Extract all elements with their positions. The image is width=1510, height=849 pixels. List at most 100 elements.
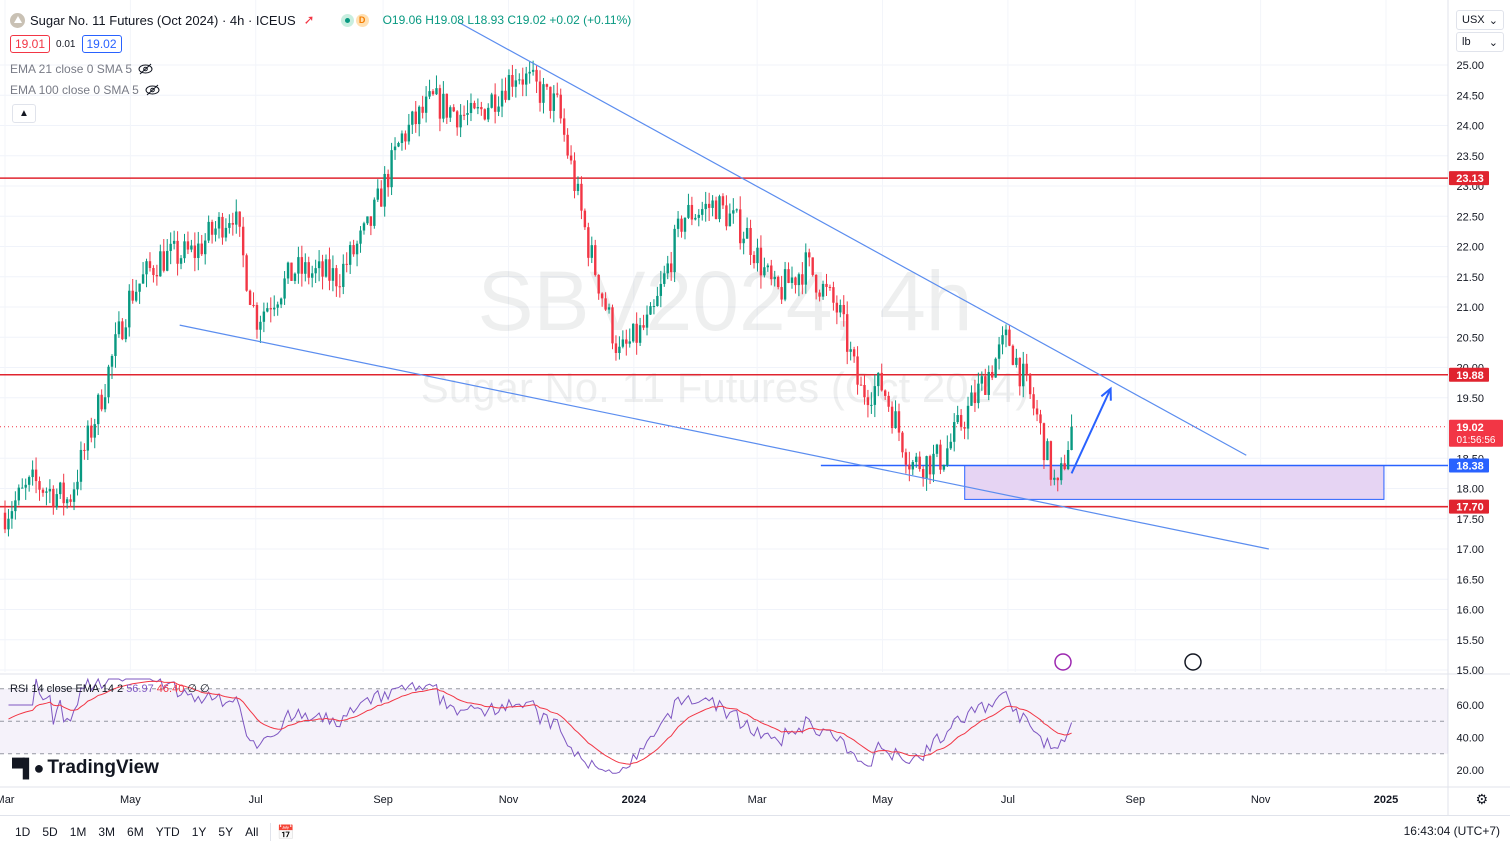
candle-body[interactable] (870, 404, 873, 406)
candle-body[interactable] (618, 346, 621, 353)
candle-body[interactable] (1046, 441, 1049, 461)
candle-body[interactable] (421, 106, 424, 113)
candle-body[interactable] (203, 240, 207, 255)
candle-body[interactable] (490, 94, 493, 108)
candle-body[interactable] (887, 395, 890, 407)
candle-body[interactable] (241, 226, 245, 256)
candle-body[interactable] (72, 489, 76, 502)
candle-body[interactable] (739, 209, 742, 244)
candle-body[interactable] (742, 238, 745, 244)
candle-body[interactable] (252, 304, 255, 306)
market-status-icon[interactable] (340, 13, 354, 27)
candle-body[interactable] (1018, 357, 1022, 387)
candle-body[interactable] (946, 448, 949, 465)
candle-body[interactable] (645, 314, 649, 328)
candle-body[interactable] (987, 371, 990, 395)
range-ytd[interactable]: YTD (155, 825, 180, 839)
candle-body[interactable] (438, 88, 442, 119)
candle-body[interactable] (642, 325, 645, 328)
candle-body[interactable] (856, 356, 859, 385)
range-6m[interactable]: 6M (127, 825, 144, 839)
candle-body[interactable] (352, 245, 355, 255)
candle-body[interactable] (169, 243, 172, 251)
candle-body[interactable] (266, 308, 269, 312)
candle-body[interactable] (990, 371, 994, 378)
candle-body[interactable] (652, 306, 656, 308)
candle-body[interactable] (984, 376, 987, 395)
candle-body[interactable] (694, 217, 697, 220)
candle-body[interactable] (801, 274, 804, 285)
candle-body[interactable] (369, 216, 373, 226)
candle-body[interactable] (663, 273, 666, 284)
candle-body[interactable] (117, 321, 121, 335)
candle-body[interactable] (921, 469, 925, 479)
candle-body[interactable] (183, 241, 186, 259)
candle-body[interactable] (307, 262, 310, 278)
candle-body[interactable] (849, 349, 852, 352)
candle-body[interactable] (14, 500, 17, 512)
candle-body[interactable] (562, 118, 566, 135)
bolt-event-icon[interactable] (1054, 653, 1072, 671)
candle-body[interactable] (773, 276, 776, 280)
candle-body[interactable] (152, 267, 155, 276)
clock-readout[interactable]: 16:43:04 (UTC+7) (1403, 824, 1500, 838)
candle-body[interactable] (880, 372, 883, 391)
candle-body[interactable] (676, 218, 680, 229)
candle-body[interactable] (197, 243, 200, 258)
candle-body[interactable] (607, 307, 611, 310)
candle-body[interactable] (711, 200, 714, 208)
candle-body[interactable] (459, 114, 462, 128)
candle-body[interactable] (55, 494, 58, 508)
candle-body[interactable] (808, 252, 811, 258)
candle-body[interactable] (314, 268, 317, 274)
candle-body[interactable] (83, 449, 86, 451)
candle-body[interactable] (217, 216, 221, 229)
candle-body[interactable] (31, 469, 34, 478)
candle-body[interactable] (721, 196, 725, 206)
candle-body[interactable] (1015, 357, 1018, 365)
candle-body[interactable] (576, 183, 580, 191)
range-5d[interactable]: 5D (42, 825, 58, 839)
hidden-eye-icon[interactable] (138, 63, 153, 75)
candle-body[interactable] (866, 397, 870, 406)
candle-body[interactable] (997, 344, 1001, 359)
candle-body[interactable] (925, 456, 928, 479)
candle-body[interactable] (1008, 329, 1011, 346)
candle-body[interactable] (970, 392, 973, 406)
candle-body[interactable] (953, 422, 956, 442)
range-1y[interactable]: 1Y (191, 825, 207, 839)
candle-body[interactable] (179, 258, 183, 264)
candle-body[interactable] (1053, 477, 1056, 480)
candle-body[interactable] (932, 453, 935, 475)
candle-body[interactable] (901, 432, 904, 453)
candle-body[interactable] (1056, 477, 1059, 481)
candle-body[interactable] (842, 304, 845, 315)
candle-body[interactable] (279, 298, 283, 305)
candle-body[interactable] (873, 386, 877, 405)
candle-body[interactable] (549, 86, 552, 111)
candle-body[interactable] (400, 133, 404, 143)
candle-body[interactable] (176, 240, 179, 264)
candle-body[interactable] (1025, 363, 1028, 374)
candle-body[interactable] (355, 243, 359, 255)
candle-body[interactable] (1066, 450, 1070, 470)
candle-body[interactable] (483, 109, 486, 120)
candle-body[interactable] (918, 456, 921, 470)
candle-body[interactable] (673, 228, 676, 273)
candle-body[interactable] (1039, 414, 1042, 424)
candle-body[interactable] (224, 227, 228, 238)
candle-body[interactable] (528, 71, 531, 74)
indicator-ema-100[interactable]: EMA 100 close 0 SMA 5 (10, 83, 160, 97)
candle-body[interactable] (335, 268, 338, 287)
candle-body[interactable] (311, 273, 314, 278)
candle-body[interactable] (569, 155, 573, 161)
candle-body[interactable] (580, 183, 583, 211)
candle-body[interactable] (431, 91, 435, 95)
candle-body[interactable] (1070, 426, 1073, 451)
candle-body[interactable] (7, 518, 10, 530)
candle-body[interactable] (455, 111, 459, 128)
candle-body[interactable] (24, 484, 27, 488)
candle-body[interactable] (262, 311, 266, 322)
candle-body[interactable] (956, 415, 959, 423)
candle-body[interactable] (531, 69, 535, 72)
